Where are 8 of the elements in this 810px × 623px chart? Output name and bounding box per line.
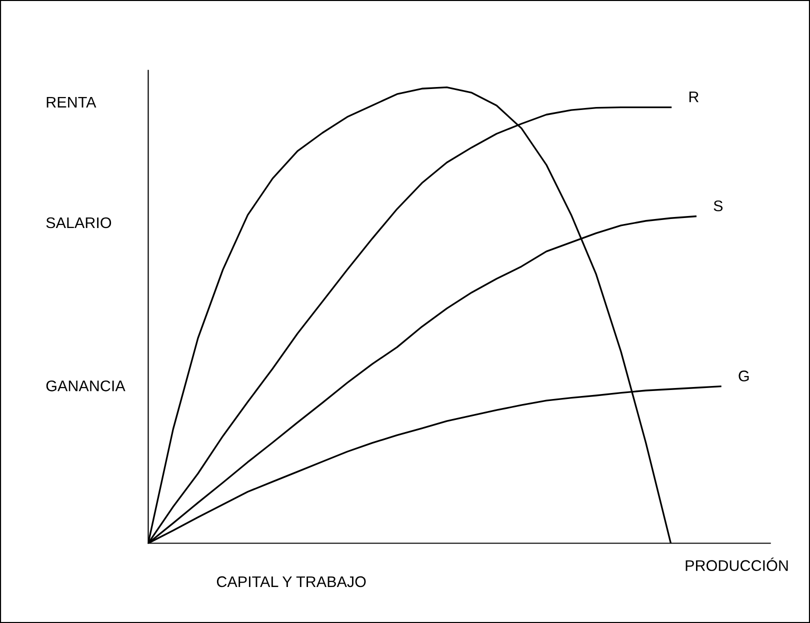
x-axis-title: CAPITAL Y TRABAJO	[216, 576, 366, 588]
series-label: G	[738, 370, 749, 382]
text: RENTA	[46, 96, 96, 108]
series-label: S	[714, 200, 723, 212]
text: GANANCIA	[46, 380, 126, 392]
text: SALARIO	[46, 217, 112, 228]
series-label: R	[689, 92, 699, 102]
text: PRODUCCIÓN	[686, 558, 788, 571]
